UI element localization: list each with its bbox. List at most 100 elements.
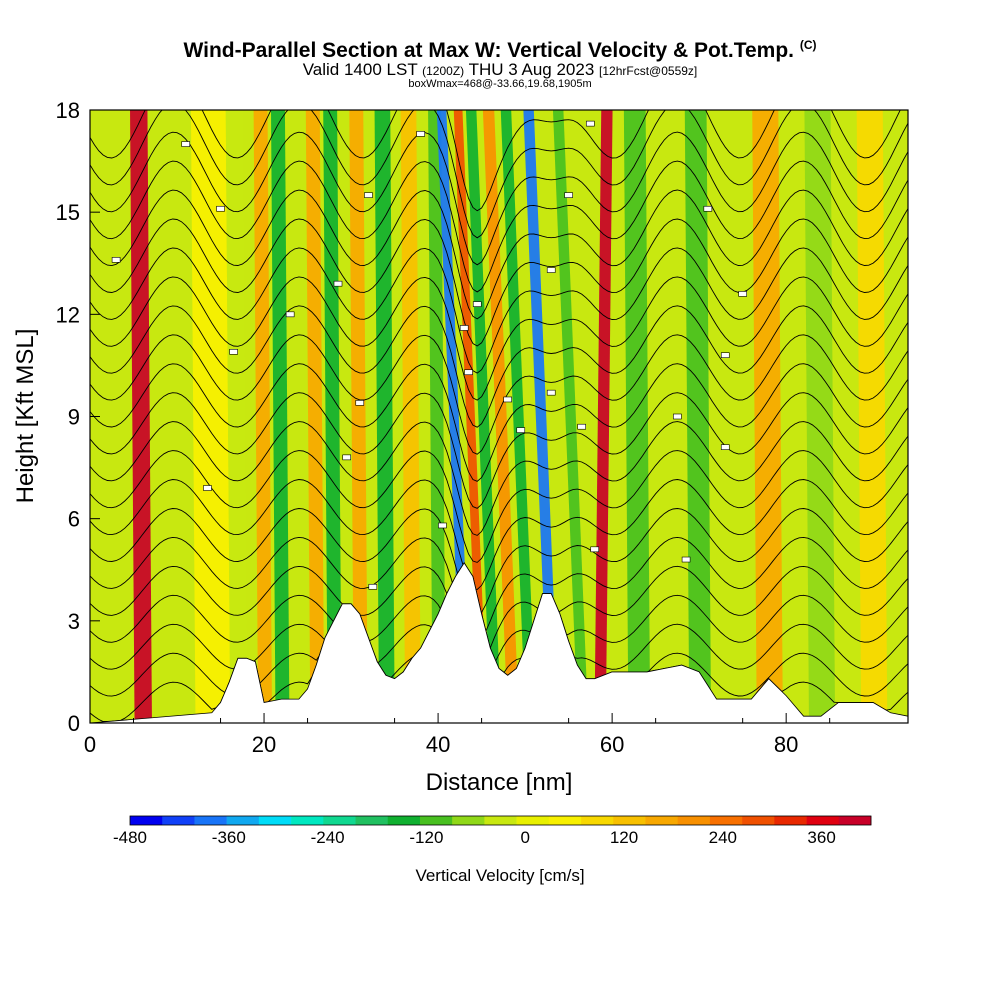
x-axis-ticks: 0 20 40 60 80	[84, 713, 831, 757]
colorbar-swatch	[742, 816, 775, 825]
colorbar-swatch	[419, 816, 453, 825]
velocity-band	[271, 110, 290, 723]
y-tick-label: 0	[68, 711, 80, 736]
colorbar-swatch	[838, 816, 872, 825]
contour-label	[720, 352, 730, 359]
colorbar-frame	[129, 815, 872, 826]
velocity-band	[500, 110, 537, 723]
velocity-band	[253, 110, 273, 723]
colorbar-swatch	[774, 816, 807, 825]
contour-labels	[111, 120, 747, 590]
colorbar: -480 -360 -240 -120 0 120 240 360	[113, 815, 872, 847]
valid-prefix: Valid 1400 LST	[302, 60, 418, 79]
colorbar-swatch	[709, 816, 743, 825]
contour-label	[459, 325, 469, 331]
velocity-band	[349, 110, 368, 723]
colorbar-tick-label: -240	[311, 828, 345, 847]
contour-label	[364, 192, 373, 198]
utc-time: (1200Z)	[422, 64, 465, 78]
colorbar-tick-label: 360	[807, 828, 835, 847]
colorbar-swatch	[387, 816, 421, 825]
isentrope-line	[90, 276, 908, 401]
velocity-band	[190, 110, 231, 723]
colorbar-swatch	[355, 816, 389, 825]
contour-label	[368, 583, 378, 590]
colorbar-swatch	[162, 816, 195, 825]
colorbar-swatch	[226, 816, 260, 825]
contour-label	[720, 444, 730, 450]
colorbar-swatch	[323, 816, 356, 825]
isentrope-line	[90, 189, 908, 320]
isentrope-line	[90, 305, 908, 428]
velocity-band	[523, 110, 559, 723]
colorbar-tick-label: -120	[409, 828, 443, 847]
contour-label	[503, 396, 513, 403]
isentrope-line	[90, 450, 908, 563]
contour-label	[438, 522, 447, 529]
chart-subtitle: Valid 1400 LST (1200Z) THU 3 Aug 2023 [1…	[0, 60, 1000, 80]
contour-label	[472, 301, 482, 307]
contour-label	[342, 454, 352, 461]
velocity-band	[684, 110, 712, 723]
isentrope-line	[90, 421, 908, 536]
velocity-band	[225, 110, 248, 723]
isentrope-line	[90, 479, 908, 591]
isentrope-line	[90, 334, 908, 455]
colorbar-swatch	[645, 816, 678, 825]
contour-label	[590, 546, 600, 553]
forecast-info: [12hrFcst@0559z]	[599, 64, 698, 78]
velocity-band	[856, 110, 888, 723]
colorbar-swatch	[194, 816, 227, 825]
colorbar-swatch	[806, 816, 840, 825]
colorbar-swatch	[130, 816, 163, 825]
contour-label	[681, 556, 691, 563]
contour-label	[229, 348, 238, 355]
colorbar-swatch	[291, 816, 324, 825]
x-tick-label: 60	[600, 732, 624, 757]
isentrope-line	[90, 131, 908, 266]
contour-label	[546, 389, 556, 396]
contour-label	[516, 427, 526, 433]
y-axis-ticks: 0 3 6 9 12 15 18	[56, 98, 100, 736]
contour-label	[181, 141, 191, 147]
y-tick-label: 6	[68, 507, 80, 532]
y-tick-label: 12	[56, 302, 80, 327]
valid-date: THU 3 Aug 2023	[468, 60, 595, 79]
isentrope-line	[90, 247, 908, 374]
y-tick-label: 9	[68, 405, 80, 430]
colorbar-swatch	[516, 816, 550, 825]
contour-label	[464, 369, 473, 376]
velocity-band	[323, 110, 342, 723]
contour-label	[216, 205, 225, 212]
colorbar-swatch	[613, 816, 646, 825]
isentrope-line	[90, 392, 908, 509]
box-info: boxWmax=468@-33.66,19.68,1905m	[408, 78, 592, 90]
y-tick-label: 15	[56, 200, 80, 225]
contour-label	[285, 311, 295, 318]
y-tick-label: 18	[56, 98, 80, 123]
colorbar-swatch	[258, 816, 292, 825]
copyright-mark: (C)	[799, 38, 817, 52]
contour-label	[111, 257, 121, 263]
colorbar-swatch	[484, 816, 517, 825]
colorbar-tick-label: -360	[212, 828, 246, 847]
contour-label	[355, 400, 365, 406]
title-text: Wind-Parallel Section at Max W: Vertical…	[183, 39, 794, 62]
contour-label	[673, 413, 682, 420]
isentrope-line	[90, 565, 908, 649]
isentrope-line	[90, 577, 908, 664]
velocity-band	[752, 110, 783, 723]
contour-label	[416, 131, 425, 137]
y-tick-label: 3	[68, 609, 80, 634]
isentrope-line	[90, 110, 901, 212]
isentrope-line	[90, 508, 908, 616]
x-tick-label: 0	[84, 732, 96, 757]
velocity-band	[552, 110, 589, 723]
x-tick-label: 20	[252, 732, 276, 757]
isentrope-line	[90, 110, 908, 239]
terrain-mask	[90, 562, 908, 723]
x-tick-label: 80	[774, 732, 798, 757]
contour-label	[586, 120, 595, 127]
y-axis-label: Height [Kft MSL]	[12, 329, 39, 504]
velocity-band	[804, 110, 836, 723]
